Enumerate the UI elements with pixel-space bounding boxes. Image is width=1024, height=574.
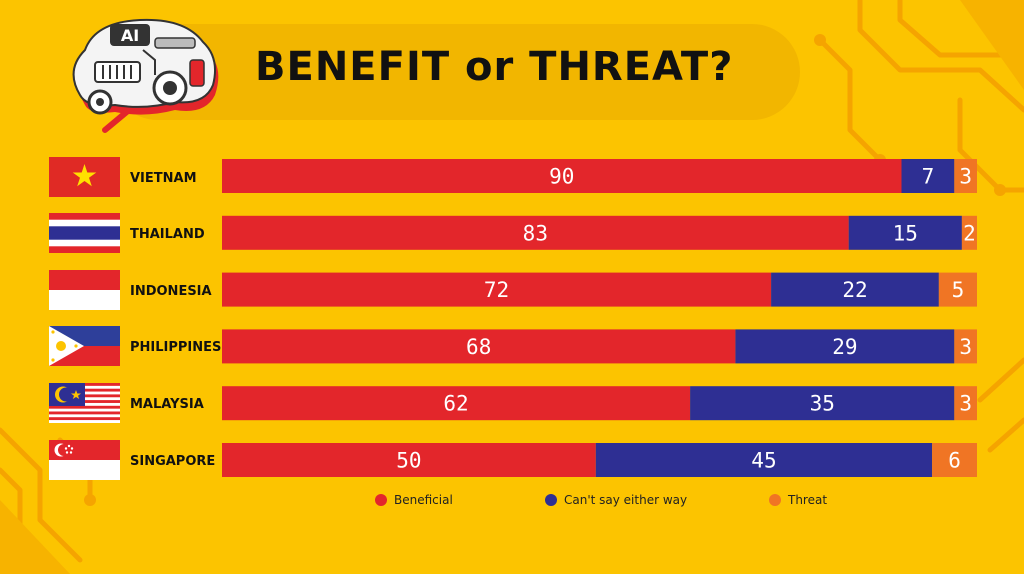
bar-philippines-beneficial [222,329,736,364]
data-label-singapore-beneficial: 50 [396,449,421,473]
country-label-indonesia: INDONESIA [130,284,212,299]
data-label-indonesia-beneficial: 72 [484,278,509,302]
country-label-singapore: SINGAPORE [130,454,215,469]
bar-vietnam-threat [954,159,977,193]
bar-philippines-can-t-say-either-way [735,329,955,364]
bar-philippines-threat [954,329,977,364]
data-label-philippines-beneficial: 68 [466,335,491,359]
chart-title: BENEFIT or THREAT? [255,44,734,90]
bar-thailand-can-t-say-either-way [848,215,962,250]
legend-label-threat: Threat [787,493,827,507]
bar-thailand-beneficial [222,215,849,250]
data-label-vietnam-beneficial: 90 [549,165,574,189]
indonesia-flag [49,270,120,310]
bar-malaysia-can-t-say-either-way [690,386,955,421]
legend-swatch-threat [769,494,781,506]
data-label-thailand-can-t-say-either-way: 15 [893,221,918,245]
data-label-malaysia-threat: 3 [959,392,972,416]
thailand-flag [49,213,120,253]
philippines-flag [49,326,120,366]
data-label-philippines-can-t-say-either-way: 29 [832,335,857,359]
bar-singapore-beneficial [222,443,596,477]
country-label-vietnam: VIETNAM [130,171,197,186]
legend-swatch-beneficial [375,494,387,506]
legend-swatch-cant-say [545,494,557,506]
bar-segments: 90 7 383 15 272 22 568 29 362 35 350 45 6 [222,159,977,477]
data-label-vietnam-threat: 3 [959,165,972,189]
legend: Beneficial Can't say either way Threat [375,493,827,507]
data-label-singapore-threat: 6 [948,449,961,473]
bar-thailand-threat [961,215,977,250]
data-label-indonesia-threat: 5 [952,278,965,302]
data-label-thailand-threat: 2 [963,221,976,245]
data-label-indonesia-can-t-say-either-way: 22 [842,278,867,302]
legend-label-beneficial: Beneficial [394,493,453,507]
data-label-philippines-threat: 3 [959,335,972,359]
logo-text: AI [121,26,139,45]
bar-malaysia-threat [954,386,977,421]
data-label-thailand-beneficial: 83 [523,221,548,245]
vietnam-flag [49,157,120,197]
bar-vietnam-beneficial [222,159,902,193]
bar-indonesia-can-t-say-either-way [771,272,939,307]
legend-label-cant-say: Can't say either way [564,493,687,507]
country-label-thailand: THAILAND [130,227,205,242]
bar-malaysia-beneficial [222,386,691,421]
bar-indonesia-beneficial [222,272,772,307]
bar-singapore-can-t-say-either-way [595,443,933,477]
singapore-flag [49,440,120,480]
country-label-malaysia: MALAYSIA [130,397,204,412]
bar-indonesia-threat [938,272,977,307]
data-label-vietnam-can-t-say-either-way: 7 [922,165,935,189]
data-label-malaysia-beneficial: 62 [443,392,468,416]
malaysia-flag [49,383,120,423]
bar-singapore-threat [932,443,977,477]
data-label-malaysia-can-t-say-either-way: 35 [810,392,835,416]
title-banner [110,24,800,120]
country-label-philippines: PHILIPPINES [130,340,221,355]
ai-robot-logo: AI [72,18,219,133]
bar-vietnam-can-t-say-either-way [901,159,955,193]
data-label-singapore-can-t-say-either-way: 45 [751,449,776,473]
